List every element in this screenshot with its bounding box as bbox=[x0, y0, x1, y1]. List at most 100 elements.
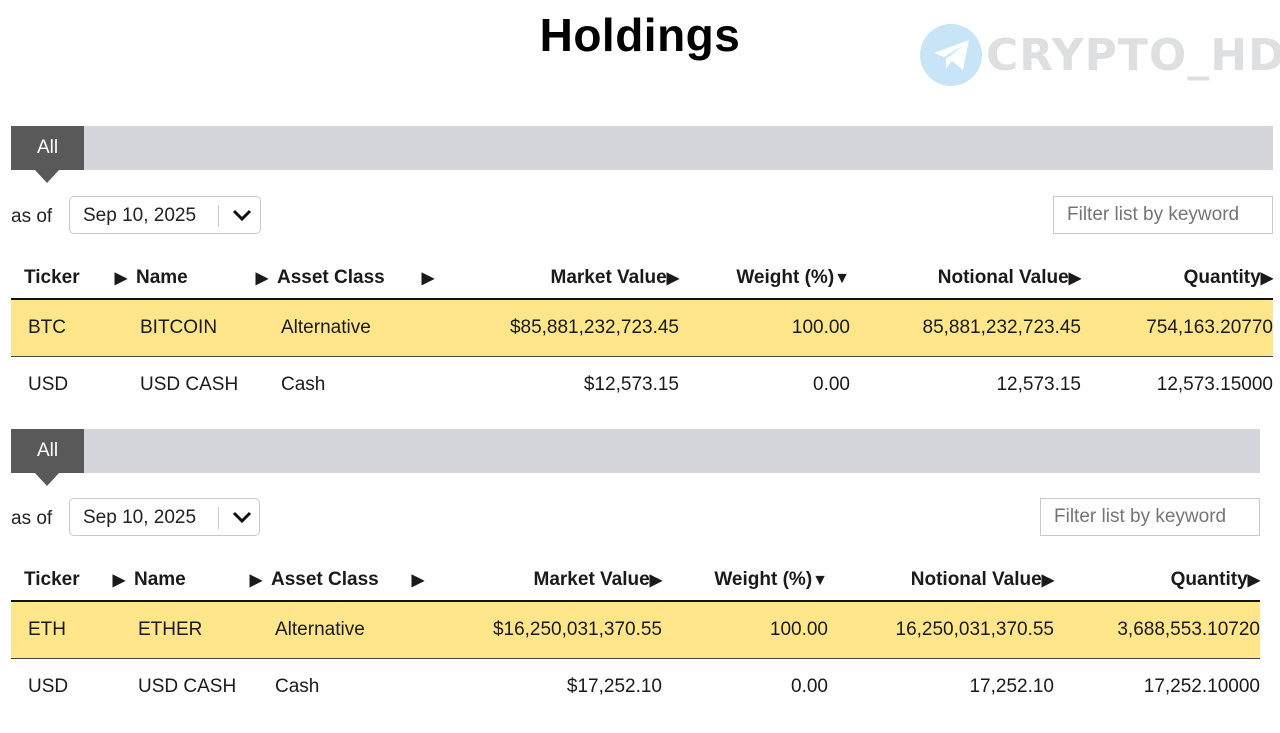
col-header-ticker[interactable]: Ticker ▶ bbox=[11, 560, 125, 602]
col-header-label: Name bbox=[136, 267, 188, 288]
tab-pointer bbox=[35, 473, 59, 486]
sort-arrow-icon: ▶ bbox=[112, 572, 125, 589]
dropdown-divider bbox=[218, 205, 219, 227]
tab-all[interactable]: All bbox=[11, 429, 84, 473]
page-title: Holdings bbox=[539, 9, 741, 61]
sort-arrow-icon: ▶ bbox=[249, 572, 262, 589]
cell-market-value: $85,881,232,723.45 bbox=[434, 299, 679, 357]
col-header-label: Notional Value bbox=[910, 569, 1042, 590]
as-of-row: as of Sep 10, 2025 bbox=[11, 498, 1260, 538]
as-of-row: as of Sep 10, 2025 bbox=[11, 196, 1273, 236]
col-header-asset-class[interactable]: Asset Class ▶ bbox=[264, 258, 434, 300]
cell-notional-value: 12,573.15 bbox=[996, 374, 1081, 395]
cell-notional-value: 17,252.10 bbox=[969, 676, 1054, 697]
cell-quantity: 17,252.10000 bbox=[1143, 676, 1260, 697]
cell-weight: 100.00 bbox=[679, 299, 850, 357]
table-header-row: Ticker ▶ Name ▶ Asset Class ▶ Market Value▶… bbox=[11, 258, 1273, 300]
sort-desc-icon: ▼ bbox=[834, 270, 850, 287]
dropdown-divider bbox=[218, 507, 219, 529]
col-header-label: Weight (%) bbox=[714, 569, 813, 590]
date-dropdown[interactable]: Sep 10, 2025 bbox=[69, 498, 260, 536]
sort-arrow-icon: ▶ bbox=[1247, 572, 1260, 589]
col-header-name[interactable]: Name ▶ bbox=[121, 560, 262, 602]
col-header-asset-class[interactable]: Asset Class ▶ bbox=[258, 560, 424, 602]
col-header-label: Quantity bbox=[1170, 569, 1248, 590]
cell-name: BITCOIN bbox=[123, 299, 264, 357]
tab-pointer bbox=[35, 170, 59, 183]
col-header-ticker[interactable]: Ticker ▶ bbox=[11, 258, 127, 300]
holdings-table: Ticker ▶ Name ▶ Asset Class ▶ Market Value▶… bbox=[11, 258, 1273, 413]
col-header-market-value[interactable]: Market Value▶ bbox=[424, 560, 662, 602]
filter-input[interactable] bbox=[1040, 498, 1260, 536]
table-row[interactable]: ETH ETHER Alternative $16,250,031,370.55… bbox=[11, 601, 1260, 659]
chevron-down-icon bbox=[232, 511, 252, 524]
cell-weight: 0.00 bbox=[813, 374, 850, 395]
col-header-label: Weight (%) bbox=[736, 267, 835, 288]
cell-asset-class: Alternative bbox=[264, 299, 434, 357]
table-row[interactable]: BTC BITCOIN Alternative $85,881,232,723.… bbox=[11, 299, 1273, 357]
holdings-section-1: All as of Sep 10, 2025 Ticker ▶ Name ▶ Ass… bbox=[11, 126, 1273, 413]
table-row[interactable]: USD USD CASH Cash $17,252.10 0.00 17,252… bbox=[11, 659, 1260, 716]
cell-ticker: BTC bbox=[11, 299, 123, 357]
holdings-table: Ticker ▶ Name ▶ Asset Class ▶ Market Value▶… bbox=[11, 560, 1260, 715]
sort-arrow-icon: ▶ bbox=[1041, 572, 1054, 589]
sort-arrow-icon: ▶ bbox=[421, 270, 434, 287]
chevron-down-icon bbox=[232, 209, 252, 222]
as-of-label: as of bbox=[11, 206, 53, 227]
col-header-weight[interactable]: Weight (%)▼ bbox=[662, 560, 828, 602]
cell-asset-class: Alternative bbox=[258, 601, 424, 659]
as-of-label: as of bbox=[11, 508, 53, 529]
col-header-label: Market Value bbox=[550, 267, 667, 288]
col-header-notional-value[interactable]: Notional Value▶ bbox=[850, 258, 1081, 300]
table-header-row: Ticker ▶ Name ▶ Asset Class ▶ Market Value▶… bbox=[11, 560, 1260, 602]
col-header-market-value[interactable]: Market Value▶ bbox=[434, 258, 679, 300]
col-header-label: Asset Class bbox=[271, 569, 379, 590]
sort-desc-icon: ▼ bbox=[812, 572, 828, 589]
col-header-label: Ticker bbox=[24, 267, 80, 288]
cell-ticker: ETH bbox=[11, 601, 121, 659]
date-dropdown[interactable]: Sep 10, 2025 bbox=[69, 196, 261, 234]
cell-name: USD CASH bbox=[140, 374, 239, 395]
cell-weight: 100.00 bbox=[662, 601, 828, 659]
watermark-text: CRYPTO_HD bbox=[986, 29, 1280, 81]
col-header-label: Name bbox=[134, 569, 186, 590]
col-header-weight[interactable]: Weight (%)▼ bbox=[679, 258, 850, 300]
date-value: Sep 10, 2025 bbox=[83, 205, 197, 226]
table-row[interactable]: USD USD CASH Cash $12,573.15 0.00 12,573… bbox=[11, 357, 1273, 414]
cell-weight: 0.00 bbox=[791, 676, 828, 697]
tab-bar: All bbox=[11, 429, 1260, 486]
sort-arrow-icon: ▶ bbox=[666, 270, 679, 287]
cell-notional-value: 16,250,031,370.55 bbox=[828, 601, 1054, 659]
cell-market-value: $17,252.10 bbox=[566, 676, 662, 697]
cell-quantity: 754,163.20770 bbox=[1081, 299, 1273, 357]
col-header-quantity[interactable]: Quantity▶ bbox=[1054, 560, 1260, 602]
cell-asset-class: Cash bbox=[275, 676, 320, 697]
cell-market-value: $16,250,031,370.55 bbox=[424, 601, 662, 659]
telegram-icon bbox=[920, 24, 982, 86]
cell-market-value: $12,573.15 bbox=[583, 374, 679, 395]
col-header-label: Market Value bbox=[533, 569, 650, 590]
col-header-notional-value[interactable]: Notional Value▶ bbox=[828, 560, 1054, 602]
cell-asset-class: Cash bbox=[281, 374, 326, 395]
col-header-name[interactable]: Name ▶ bbox=[123, 258, 268, 300]
cell-notional-value: 85,881,232,723.45 bbox=[850, 299, 1081, 357]
sort-arrow-icon: ▶ bbox=[1068, 270, 1081, 287]
col-header-label: Quantity bbox=[1183, 267, 1261, 288]
col-header-quantity[interactable]: Quantity▶ bbox=[1081, 258, 1273, 300]
tab-bar: All bbox=[11, 126, 1273, 183]
cell-quantity: 3,688,553.10720 bbox=[1054, 601, 1260, 659]
col-header-label: Ticker bbox=[24, 569, 80, 590]
sort-arrow-icon: ▶ bbox=[1260, 270, 1273, 287]
watermark: CRYPTO_HD bbox=[920, 24, 1280, 86]
sort-arrow-icon: ▶ bbox=[649, 572, 662, 589]
cell-ticker: USD bbox=[28, 374, 69, 395]
cell-quantity: 12,573.15000 bbox=[1156, 374, 1273, 395]
tab-all[interactable]: All bbox=[11, 126, 84, 170]
sort-arrow-icon: ▶ bbox=[114, 270, 127, 287]
sort-arrow-icon: ▶ bbox=[255, 270, 268, 287]
filter-input[interactable] bbox=[1053, 196, 1273, 234]
col-header-label: Asset Class bbox=[277, 267, 385, 288]
cell-name: USD CASH bbox=[138, 676, 237, 697]
sort-arrow-icon: ▶ bbox=[411, 572, 424, 589]
holdings-section-2: All as of Sep 10, 2025 Ticker ▶ Name ▶ Ass… bbox=[11, 429, 1260, 715]
